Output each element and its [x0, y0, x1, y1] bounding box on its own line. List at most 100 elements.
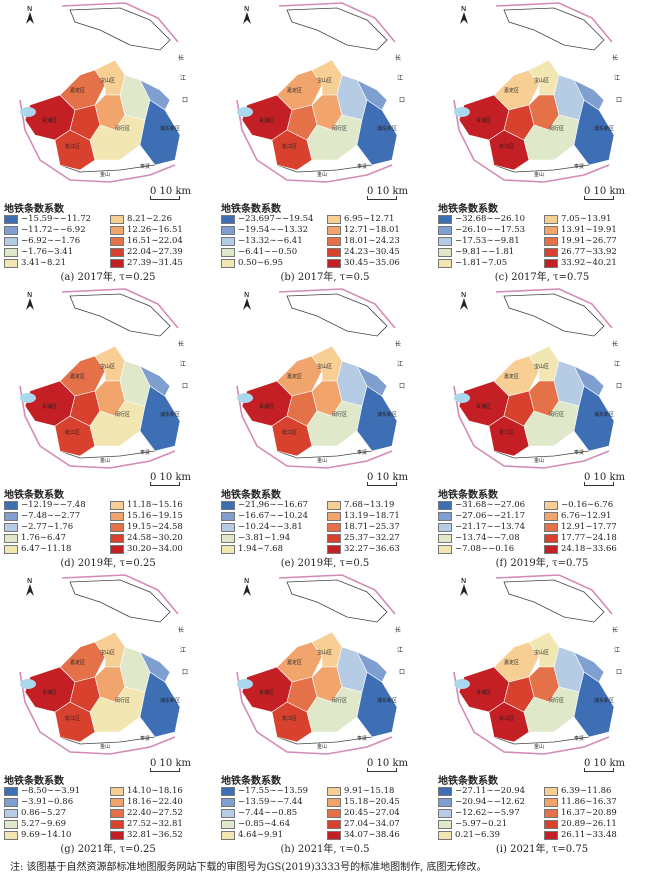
legend-item: 9.69∼14.10	[4, 830, 108, 841]
legend-item: 0.50∼6.95	[221, 258, 325, 269]
legend-item: −0.85∼4.64	[221, 819, 325, 830]
map-label: 浦东新区	[377, 697, 397, 704]
map-panel: 长江口 宝山区 嘉定区 浦东新区 青浦区 松江区 闵行区 金山 奉贤 N 0 10 km 地铁条数系数…	[0, 572, 216, 858]
map-panel: 长江口 宝山区 嘉定区 浦东新区 青浦区 松江区 闵行区 金山 奉贤 N 0 10 km 地铁条数系数…	[217, 286, 433, 572]
legend-swatch	[438, 787, 452, 796]
legend-item: 24.18∼33.66	[544, 544, 648, 555]
legend-swatch	[221, 215, 235, 224]
coast-outline	[59, 736, 156, 745]
map-label: 嘉定区	[287, 87, 302, 94]
legend-swatch	[110, 831, 124, 840]
legend-item: 1.76∼6.47	[4, 533, 108, 544]
map-label: 青浦区	[42, 117, 57, 124]
legend-item: 30.20∼34.00	[110, 544, 214, 555]
legend-item: 18.71∼25.37	[327, 522, 431, 533]
legend-item: −10.24∼−3.81	[221, 522, 325, 533]
legend-item: 8.21∼2.26	[110, 214, 214, 225]
legend-item: −23.697∼−19.54	[221, 214, 325, 225]
legend-label: 16.37∼20.89	[561, 808, 617, 818]
coast-outline	[276, 164, 373, 173]
legend-swatch	[438, 226, 452, 235]
legend-label: 18.01∼24.23	[344, 236, 400, 246]
legend-swatch	[221, 501, 235, 510]
north-arrow-icon: N	[22, 4, 38, 28]
legend-swatch	[438, 809, 452, 818]
legend-item: 20.45∼27.04	[327, 808, 431, 819]
legend-item: −7.48∼−2.77	[4, 511, 108, 522]
island-outline	[503, 579, 605, 623]
panel-caption: (c) 2017年, τ=0.75	[494, 272, 590, 283]
map-label: 金山	[100, 171, 110, 178]
legend-label: −12.19∼−7.48	[21, 500, 86, 510]
scale-label: 0 10 km	[584, 186, 625, 197]
legend-swatch	[544, 226, 558, 235]
legend-swatch	[438, 501, 452, 510]
north-arrow-icon: N	[22, 290, 38, 314]
map-panel: 长江口 宝山区 嘉定区 浦东新区 青浦区 松江区 闵行区 金山 奉贤 N 0 10 km 地铁条数系数…	[0, 0, 216, 286]
legend-label: 24.23∼30.45	[344, 247, 400, 257]
map-label: 浦东新区	[594, 411, 614, 418]
legend-label: 20.89∼26.11	[561, 819, 617, 829]
legend-swatch	[110, 534, 124, 543]
legend-label: 4.64∼9.91	[238, 830, 283, 840]
legend-label: −6.92∼−1.76	[21, 236, 81, 246]
legend-swatch	[4, 501, 18, 510]
map-label: 江	[180, 75, 186, 82]
legend-swatch	[438, 259, 452, 268]
legend-item: −3.91∼0.86	[4, 797, 108, 808]
legend-label: −27.06∼−21.17	[455, 511, 526, 521]
scale-label: 0 10 km	[367, 758, 408, 769]
map-label: 宝山区	[100, 363, 115, 370]
legend-swatch	[544, 512, 558, 521]
legend-swatch	[438, 534, 452, 543]
legend-item: 18.01∼24.23	[327, 236, 431, 247]
legend-item: 19.15∼24.58	[110, 522, 214, 533]
map-label: 闵行区	[332, 125, 347, 132]
map-label: 奉贤	[357, 735, 367, 742]
legend-label: 11.86∼16.37	[561, 797, 617, 807]
legend-label: −32.68∼−26.10	[455, 214, 526, 224]
district-region	[139, 651, 171, 683]
north-arrow-icon: N	[456, 290, 472, 314]
legend-item: 18.16∼22.40	[110, 797, 214, 808]
legend-label: −8.50∼−3.91	[21, 786, 81, 796]
legend-item: −0.16∼6.76	[544, 500, 648, 511]
legend-label: 7.68∼13.19	[344, 500, 395, 510]
legend-swatch	[4, 512, 18, 521]
legend-item: 27.39∼31.45	[110, 258, 214, 269]
legend-item: 27.04∼34.07	[327, 819, 431, 830]
map-label: 嘉定区	[70, 373, 85, 380]
legend-swatch	[221, 237, 235, 246]
legend-item: 6.76∼12.91	[544, 511, 648, 522]
map-label: 闵行区	[115, 697, 130, 704]
map-label: 奉贤	[574, 163, 584, 170]
map-label: 江	[180, 647, 186, 654]
map-label: 闵行区	[549, 411, 564, 418]
district-region	[553, 74, 585, 121]
legend-column: −27.11∼−20.94 −20.94∼−12.62 −12.62∼−5.97 −5…	[438, 786, 542, 841]
legend-label: −0.85∼4.64	[238, 819, 291, 829]
legend-title: 地铁条数系数	[221, 490, 281, 501]
legend-column: −32.68∼−26.10 −26.10∼−17.53 −17.53∼−9.81 −9…	[438, 214, 542, 269]
legend-swatch	[327, 512, 341, 521]
north-arrow-icon: N	[22, 576, 38, 600]
map-label: 浦东新区	[377, 125, 397, 132]
coast-outline	[276, 736, 373, 745]
legend-label: −3.81∼1.94	[238, 533, 291, 543]
map-label: 嘉定区	[70, 87, 85, 94]
province-boundary	[236, 288, 396, 469]
map-label: 青浦区	[476, 117, 491, 124]
legend-label: 13.91∼19.91	[561, 225, 617, 235]
svg-text:N: N	[27, 291, 32, 299]
legend-swatch	[4, 831, 18, 840]
legend-item: −3.81∼1.94	[221, 533, 325, 544]
map-label: 松江区	[499, 715, 514, 722]
legend-swatch	[110, 809, 124, 818]
map-label: 江	[397, 361, 403, 368]
map-label: 口	[399, 669, 405, 676]
legend-label: 7.05∼13.91	[561, 214, 612, 224]
